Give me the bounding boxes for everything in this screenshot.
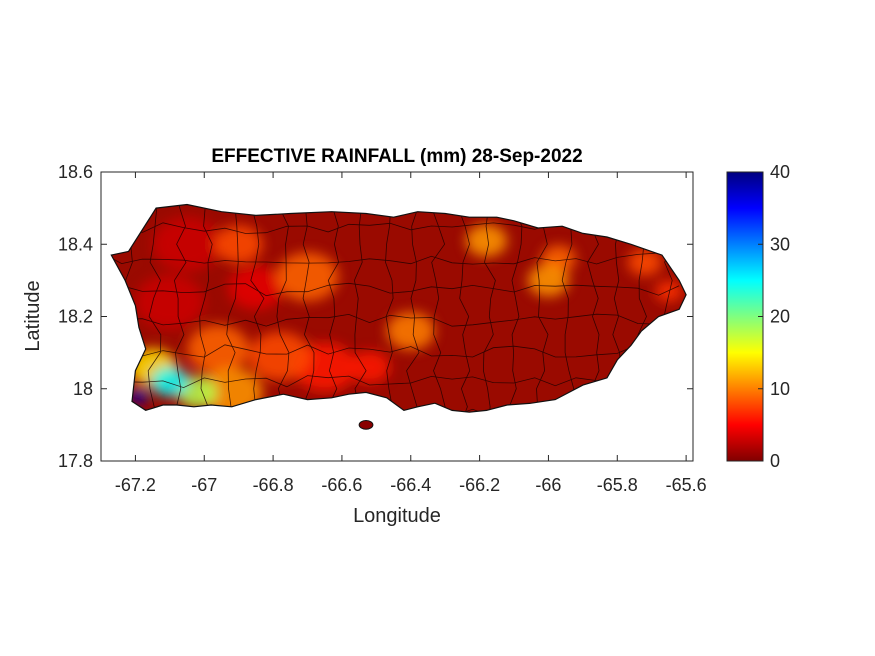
y-tick-label: 18.6 (58, 162, 93, 182)
y-tick-label: 18.2 (58, 307, 93, 327)
rainfall-hotspot (135, 274, 205, 330)
municipality-boundary (561, 204, 575, 413)
municipality-boundary (111, 375, 680, 389)
x-tick-label: -66 (535, 475, 561, 495)
municipality-boundary (111, 344, 680, 358)
municipality-boundary (111, 252, 680, 265)
municipality-boundary (431, 204, 446, 413)
rainfall-hotspots (128, 217, 683, 413)
y-axis-label: Latitude (22, 280, 44, 351)
rainfall-hotspot (129, 388, 149, 404)
colorbar-tick-label: 40 (770, 162, 790, 182)
rainfall-hotspot (465, 224, 508, 257)
rainfall-hotspot (527, 264, 570, 297)
x-tick-label: -65.6 (666, 475, 707, 495)
colorbar-tick-label: 20 (770, 307, 790, 327)
x-tick-label: -66.4 (390, 475, 431, 495)
municipality-boundary (199, 204, 213, 413)
y-tick-label: 18 (73, 379, 93, 399)
x-tick-label: -67 (191, 475, 217, 495)
offshore-islets (358, 420, 374, 430)
municipality-boundary (508, 204, 523, 413)
colorbar-tick-label: 0 (770, 451, 780, 471)
x-tick-label: -65.8 (597, 475, 638, 495)
rainfall-hotspot (386, 311, 435, 350)
municipality-boundary (111, 313, 680, 327)
rainfall-hotspot (276, 252, 339, 302)
municipality-boundary (482, 204, 496, 413)
y-axis: 17.8 18 18.2 18.4 18.6 (58, 162, 693, 471)
chart-title: EFFECTIVE RAINFALL (mm) 28-Sep-2022 (211, 146, 582, 167)
rainfall-hotspot (150, 366, 189, 397)
municipality-boundary (173, 204, 188, 413)
rainfall-hotspot (249, 331, 311, 381)
municipality-boundary (535, 204, 549, 413)
y-tick-label: 18.4 (58, 234, 93, 254)
rainfall-hotspot (655, 280, 683, 303)
island-outline (110, 203, 687, 413)
rainfall-field (111, 204, 687, 413)
municipality-boundary (111, 282, 680, 297)
colorbar-tick-label: 30 (770, 234, 790, 254)
municipality-boundary (276, 204, 290, 413)
x-axis-label: Longitude (353, 505, 441, 527)
colorbar-tick-label: 10 (770, 379, 790, 399)
municipality-boundary (226, 204, 239, 413)
x-tick-label: -66.6 (321, 475, 362, 495)
municipality-boundary (406, 204, 420, 413)
rainfall-hotspot (214, 225, 263, 264)
municipality-boundary (353, 204, 367, 413)
offshore-islet (358, 420, 374, 430)
municipality-boundary (327, 204, 342, 413)
x-tick-label: -66.2 (459, 475, 500, 495)
colorbar-ticks: 0 10 20 30 40 (758, 162, 790, 471)
rainfall-hotspot (627, 248, 663, 276)
municipality-boundary (380, 204, 394, 413)
municipality-boundary (147, 204, 162, 413)
x-tick-label: -67.2 (115, 475, 156, 495)
municipality-boundary (250, 204, 265, 413)
colorbar (726, 171, 764, 462)
x-tick-label: -66.8 (253, 475, 294, 495)
y-tick-label: 17.8 (58, 451, 93, 471)
rainfall-hotspot (152, 217, 222, 272)
municipality-boundary (302, 204, 315, 413)
x-axis: -67.2 -67 -66.8 -66.6 -66.4 -66.2 -66 -65.8 -65.… (115, 172, 707, 495)
